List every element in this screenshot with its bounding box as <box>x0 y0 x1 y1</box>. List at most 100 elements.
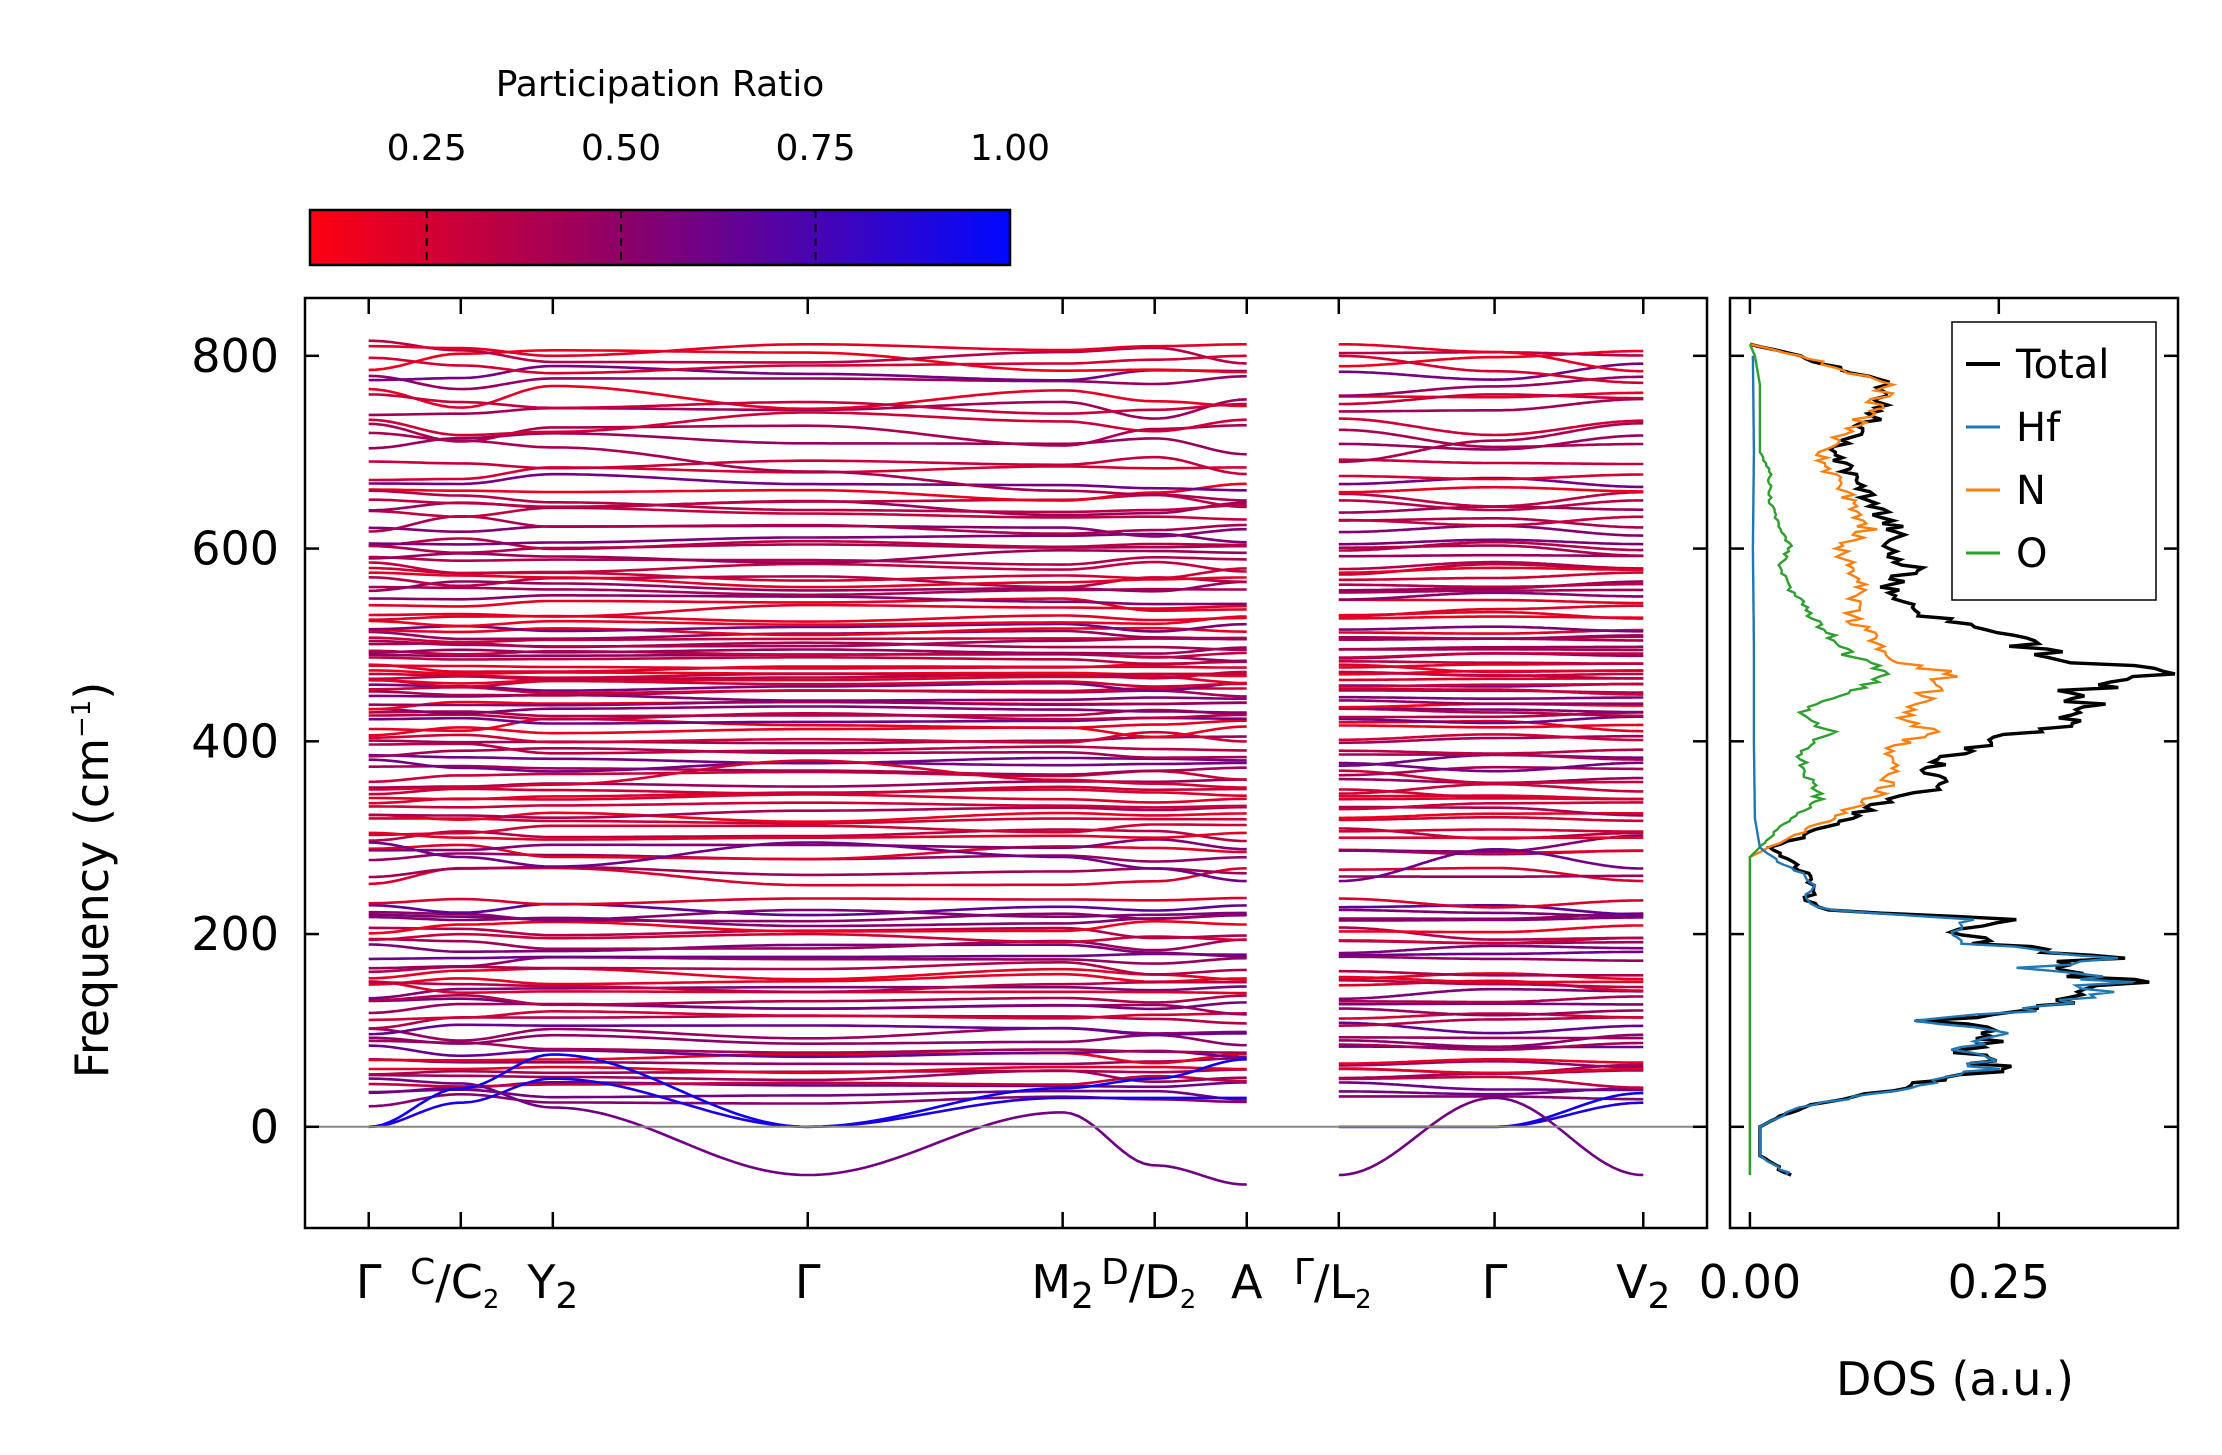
colorbar-title: Participation Ratio <box>496 64 825 105</box>
phonon-band <box>368 759 1644 801</box>
frequency-axis-ticks: 0 200 400 600 800 <box>191 329 1707 1154</box>
colorbar-ticks: 0.25 0.50 0.75 1.00 <box>387 128 1050 265</box>
k-point-label: Γ <box>1482 1255 1508 1309</box>
phonon-band <box>368 961 1644 977</box>
dos-series-n <box>1748 343 1958 1175</box>
phonon-band <box>368 343 1644 373</box>
phonon-band <box>368 532 1644 546</box>
k-point-fraction-label: Γ/L2 <box>1294 1252 1372 1315</box>
phonon-band <box>368 994 1644 1007</box>
k-point-label: Γ <box>795 1255 821 1309</box>
k-point-label: V2 <box>1616 1255 1670 1317</box>
phonon-band <box>368 603 1644 618</box>
phonon-band <box>368 730 1644 744</box>
phonon-band <box>368 422 1644 502</box>
phonon-band <box>368 950 1644 961</box>
y-tick-label: 800 <box>191 329 279 383</box>
phonon-band <box>368 678 1644 688</box>
dos-tick-label: 0.25 <box>1948 1255 2050 1309</box>
dos-legend: Total Hf NO <box>1951 321 2157 601</box>
phonon-band <box>368 506 1644 527</box>
k-point-label: Γ <box>356 1255 382 1309</box>
colorbar-tick-label: 0.25 <box>387 128 467 169</box>
phonon-band <box>368 717 1644 733</box>
phonon-band <box>368 393 1644 415</box>
dos-series-hf <box>1751 355 2134 1176</box>
phonon-band <box>368 834 1644 853</box>
phonon-band <box>368 432 1644 456</box>
y-tick-label: 0 <box>250 1100 279 1154</box>
band-structure-panel: 0 200 400 600 800 Γ Y2 Γ M2 A Γ V2 C/C2 D/D2 Γ/L2 Fre… <box>65 296 1709 1317</box>
phonon-band <box>368 489 1644 514</box>
k-point-fraction-label: D/D2 <box>1101 1252 1196 1315</box>
colorbar: Participation Ratio 0.25 0.50 0.75 1.00 <box>308 64 1050 267</box>
colorbar-tick-label: 1.00 <box>970 128 1050 169</box>
legend-entry: O <box>2016 531 2047 577</box>
band-lines <box>368 339 1644 1186</box>
dos-tick-label: 0.00 <box>1699 1255 1801 1309</box>
phonon-band <box>368 1039 1644 1054</box>
kpoint-axis-ticks: Γ Y2 Γ M2 A Γ V2 C/C2 D/D2 Γ/L2 <box>356 298 1670 1317</box>
phonon-band <box>368 349 1644 374</box>
k-point-label: M2 <box>1031 1255 1094 1317</box>
colorbar-tick-label: 0.75 <box>775 128 855 169</box>
dos-series-o <box>1748 343 1891 1175</box>
phonon-band <box>368 591 1644 606</box>
phonon-band <box>368 723 1644 739</box>
phonon-band <box>368 575 1644 589</box>
phonon-band <box>368 549 1644 565</box>
dos-series-total <box>1749 342 2176 1177</box>
phonon-band <box>368 823 1644 837</box>
phonon-band <box>368 482 1644 502</box>
dos-panel: 0.00 0.25 DOS (a.u.) Total Hf NO <box>1699 296 2180 1406</box>
phonon-band <box>368 967 1644 981</box>
k-point-label: Y2 <box>526 1255 578 1317</box>
phonon-band <box>368 896 1644 909</box>
y-tick-label: 200 <box>191 907 279 961</box>
phonon-band <box>368 1051 1644 1065</box>
y-tick-label: 600 <box>191 522 279 576</box>
phonon-band <box>368 764 1644 777</box>
phonon-band <box>368 801 1644 811</box>
phonon-band <box>368 920 1644 935</box>
phonon-band <box>368 705 1644 715</box>
phonon-band <box>368 622 1644 633</box>
phonon-band <box>368 1010 1644 1022</box>
phonon-band <box>368 537 1644 552</box>
dos-axis-label: DOS (a.u.) <box>1836 1352 2074 1406</box>
k-point-label: A <box>1231 1255 1263 1309</box>
phonon-band <box>368 1077 1644 1186</box>
legend-entry: Hf <box>2016 405 2061 451</box>
phonon-band <box>368 865 1644 879</box>
phonon-band <box>368 411 1644 437</box>
phonon-band <box>368 455 1644 476</box>
phonon-band <box>368 831 1644 841</box>
phonon-band <box>368 902 1644 917</box>
dos-lines <box>1748 342 2176 1177</box>
k-point-fraction-label: C/C2 <box>410 1252 499 1315</box>
band-axes-frame <box>303 296 1709 1230</box>
colorbar-tick-label: 0.50 <box>581 128 661 169</box>
phonon-band <box>368 629 1644 641</box>
phonon-band <box>368 943 1644 958</box>
phonon-band <box>368 1074 1644 1089</box>
phonon-band <box>368 1057 1644 1069</box>
phonon-band <box>368 815 1644 825</box>
phonon-band <box>368 908 1644 921</box>
phonon-band <box>368 566 1644 589</box>
legend-entry: Total <box>2015 342 2109 388</box>
phonon-band <box>368 580 1644 593</box>
dos-axes-frame <box>1728 296 2180 1230</box>
colorbar-gradient <box>308 208 1012 267</box>
phonon-band <box>368 670 1644 679</box>
phonon-band <box>368 354 1644 385</box>
y-tick-label: 400 <box>191 714 279 768</box>
phonon-band <box>368 656 1644 665</box>
phonon-band <box>368 979 1644 994</box>
legend-entry: N <box>2016 468 2046 514</box>
dos-axis-ticks: 0.00 0.25 <box>1699 298 2178 1309</box>
phonon-band <box>368 686 1644 696</box>
phonon-band <box>368 985 1644 1001</box>
phonon-band <box>368 555 1644 571</box>
